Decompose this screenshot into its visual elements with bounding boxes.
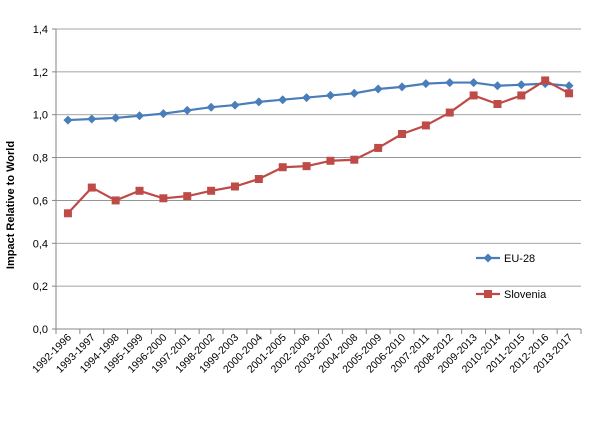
y-tick-label: 0,8 bbox=[33, 153, 48, 165]
data-point-slovenia bbox=[469, 91, 478, 100]
data-point-eu-28 bbox=[445, 78, 455, 88]
y-tick-label: 0,0 bbox=[33, 324, 48, 336]
data-point-slovenia bbox=[183, 192, 192, 201]
y-tick-label: 0,2 bbox=[33, 281, 48, 293]
y-tick-labels: 0,0 0,2 0,4 0,6 0,8 1,0 1,2 1,4 bbox=[33, 24, 48, 336]
y-tick-label: 1,4 bbox=[33, 24, 48, 36]
data-point-slovenia bbox=[111, 196, 120, 205]
data-point-slovenia bbox=[278, 163, 287, 172]
data-point-slovenia bbox=[541, 76, 550, 85]
data-point-slovenia bbox=[398, 130, 407, 138]
data-point-slovenia bbox=[493, 100, 502, 108]
data-point-slovenia bbox=[254, 175, 263, 183]
data-point-slovenia bbox=[230, 182, 239, 191]
data-point-slovenia bbox=[445, 108, 454, 117]
y-axis-label: Impact Relative to World bbox=[5, 141, 17, 269]
data-point-eu-28 bbox=[421, 79, 431, 89]
x-tick-labels: 1992-19961993-19971994-19981995-19991996… bbox=[30, 332, 575, 376]
data-point-eu-28 bbox=[182, 105, 192, 115]
legend-swatch-marker bbox=[483, 253, 493, 263]
y-tick-label: 0,4 bbox=[33, 238, 48, 250]
gridlines bbox=[56, 28, 581, 287]
series-eu-28 bbox=[63, 78, 574, 125]
axes bbox=[52, 28, 582, 334]
data-point-slovenia bbox=[207, 186, 216, 195]
data-point-eu-28 bbox=[230, 100, 240, 110]
data-point-eu-28 bbox=[206, 102, 216, 112]
data-point-eu-28 bbox=[111, 113, 121, 123]
y-tick-label: 0,6 bbox=[33, 195, 48, 207]
legend-swatch-marker bbox=[484, 290, 492, 298]
data-point-eu-28 bbox=[278, 95, 288, 105]
series-slovenia bbox=[63, 76, 574, 218]
data-point-eu-28 bbox=[469, 78, 479, 88]
data-point-eu-28 bbox=[135, 111, 145, 121]
legend-item-slovenia: Slovenia bbox=[476, 289, 547, 301]
data-point-eu-28 bbox=[254, 97, 264, 107]
data-point-slovenia bbox=[326, 156, 335, 165]
data-point-slovenia bbox=[135, 186, 144, 195]
data-point-slovenia bbox=[350, 155, 359, 164]
legend: EU-28 Slovenia bbox=[476, 253, 547, 301]
data-point-slovenia bbox=[565, 89, 574, 98]
data-point-eu-28 bbox=[325, 90, 335, 100]
data-point-eu-28 bbox=[373, 84, 383, 94]
data-point-eu-28 bbox=[87, 114, 97, 124]
data-point-eu-28 bbox=[397, 82, 407, 92]
y-tick-label: 1,0 bbox=[33, 110, 48, 122]
data-point-eu-28 bbox=[516, 80, 526, 90]
data-point-eu-28 bbox=[158, 109, 168, 119]
data-point-slovenia bbox=[374, 143, 383, 152]
data-point-eu-28 bbox=[63, 115, 73, 125]
series-lines bbox=[63, 76, 574, 218]
data-point-slovenia bbox=[302, 162, 311, 171]
data-point-eu-28 bbox=[492, 81, 502, 91]
data-point-eu-28 bbox=[349, 88, 359, 98]
legend-item-eu-28: EU-28 bbox=[476, 253, 535, 265]
data-point-slovenia bbox=[159, 194, 168, 203]
data-point-eu-28 bbox=[564, 81, 574, 91]
legend-label: EU-28 bbox=[504, 253, 535, 265]
data-point-slovenia bbox=[421, 121, 430, 130]
legend-label: Slovenia bbox=[504, 289, 547, 301]
data-point-slovenia bbox=[63, 209, 72, 218]
series-line-slovenia bbox=[67, 79, 570, 215]
series-line-eu-28 bbox=[67, 81, 570, 122]
y-tick-label: 1,2 bbox=[33, 67, 48, 79]
data-point-slovenia bbox=[87, 183, 96, 192]
data-point-slovenia bbox=[517, 91, 526, 100]
data-point-eu-28 bbox=[302, 93, 312, 103]
